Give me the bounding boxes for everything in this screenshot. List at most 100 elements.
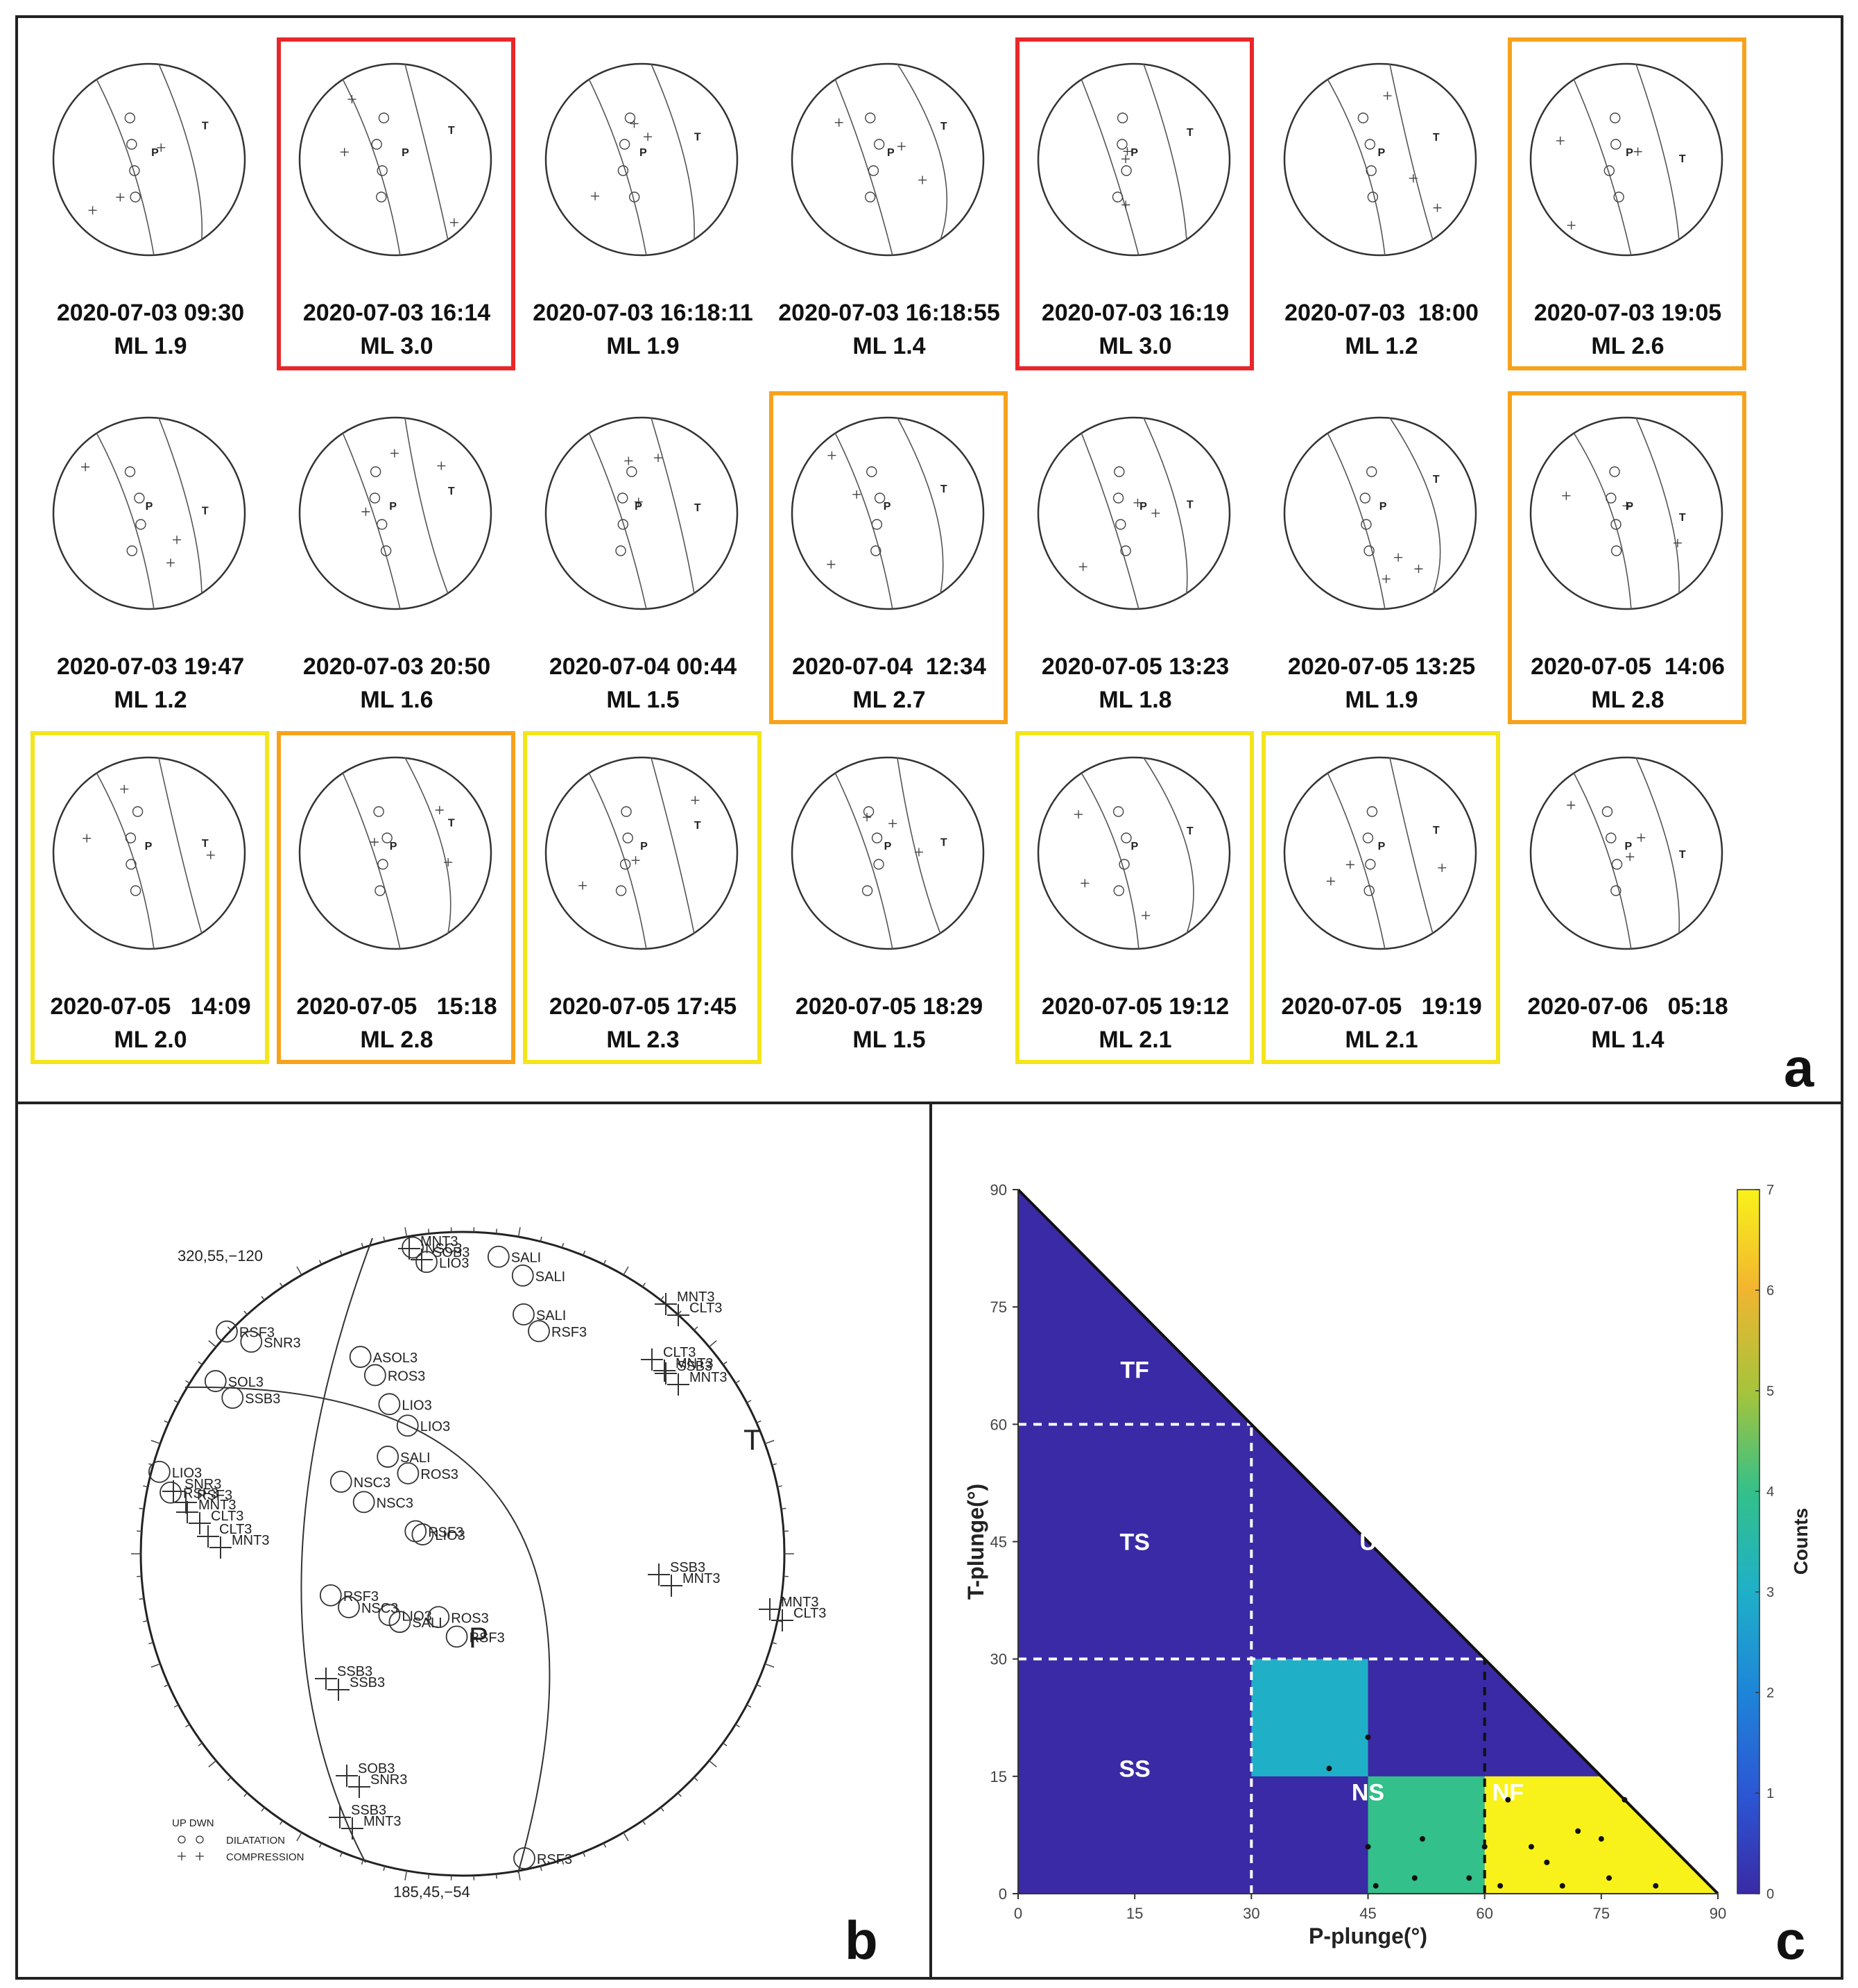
station-dilatation [866, 466, 877, 477]
p-axis: P [1377, 147, 1385, 159]
station-dilatation [1365, 859, 1376, 870]
station-compression [120, 785, 129, 794]
circle-tick [694, 1326, 698, 1331]
event-date: 2020-07-04 00:44 [549, 653, 737, 680]
colorbar-tick-label: 5 [1766, 1384, 1774, 1399]
p-axis: P [639, 147, 647, 159]
event-date: 2020-07-03 16:14 [302, 300, 491, 326]
small-beachball: PT [544, 62, 739, 257]
focal-sphere [1529, 756, 1723, 950]
legend-dilatation: DILATATION [226, 1835, 285, 1846]
station-dilatation [626, 466, 637, 477]
nodal-plane [1389, 757, 1434, 934]
station-label: SOB3 [433, 1245, 470, 1260]
t-axis: T [1433, 825, 1440, 837]
circle-tick [318, 1260, 322, 1265]
event-magnitude: ML 2.7 [852, 687, 926, 713]
station-dilatation [377, 1446, 399, 1468]
focal-sphere [791, 416, 985, 610]
event-magnitude: ML 1.8 [1099, 687, 1172, 713]
event-cell: 2020-07-05 14:09 ML 2.0 [29, 728, 293, 1075]
p-axis: P [390, 841, 397, 852]
station-dilatation [511, 1264, 534, 1287]
circle-tick [208, 1340, 217, 1348]
circle-tick [198, 1742, 203, 1747]
nodal-plane-1 [300, 1237, 373, 1863]
station-dilatation [1364, 545, 1375, 556]
y-tick-label: 90 [990, 1181, 1007, 1199]
station-label: CLT3 [663, 1345, 696, 1360]
event-date: 2020-07-03 19:47 [56, 653, 245, 680]
station-compression [444, 858, 453, 867]
circle-tick [261, 1296, 265, 1301]
focal-sphere [791, 62, 985, 257]
station-compression [398, 1237, 420, 1260]
station-dilatation [126, 859, 137, 870]
station-dilatation [397, 1462, 420, 1484]
station-dilatation [870, 545, 881, 556]
station-dilatation [865, 112, 876, 123]
station-dilatation [871, 519, 883, 530]
station-compression [1567, 800, 1576, 809]
data-point [1544, 1859, 1550, 1865]
nodal-plane [158, 63, 203, 240]
station-dilatation [130, 191, 141, 203]
t-axis: T [694, 132, 701, 144]
station-compression [370, 837, 379, 846]
station-compression [1626, 852, 1635, 862]
station-dilatation [1115, 519, 1126, 530]
circle-tick [173, 1400, 179, 1403]
circle-tick [150, 1439, 161, 1445]
nodal-plane [1081, 432, 1139, 610]
station-label: ROS3 [451, 1611, 488, 1626]
event-magnitude: ML 1.4 [1591, 1027, 1665, 1053]
circle-tick [261, 1807, 265, 1812]
focal-sphere [1283, 756, 1477, 950]
station-compression [1074, 810, 1083, 819]
station-compression [1394, 553, 1403, 562]
focal-sphere [544, 62, 739, 257]
event-date: 2020-07-05 14:09 [50, 993, 251, 1020]
station-compression [189, 1512, 211, 1534]
station-label: CLT3 [689, 1301, 722, 1316]
station-dilatation [402, 1236, 424, 1259]
station-compression [771, 1609, 793, 1631]
station-compression [591, 191, 600, 200]
station-label: MNT3 [420, 1234, 458, 1249]
station-compression [1081, 879, 1090, 888]
heatmap-cell [1251, 1659, 1368, 1776]
t-axis: T [448, 125, 455, 137]
p-axis: P [1625, 841, 1633, 852]
station-compression [1414, 565, 1423, 574]
circle-tick [243, 1792, 248, 1797]
highlight-box [769, 391, 1008, 724]
colorbar-label: Counts [1790, 1508, 1812, 1575]
circle-tick [561, 1242, 565, 1248]
station-dilatation [240, 1330, 263, 1353]
station-compression [1078, 563, 1087, 572]
station-compression [157, 143, 166, 152]
station-compression [863, 813, 872, 822]
x-tick-label: 0 [1014, 1905, 1022, 1922]
highlight-box [1015, 731, 1254, 1064]
station-dilatation [1113, 885, 1124, 896]
event-date: 2020-07-05 14:06 [1531, 653, 1725, 680]
station-dilatation [868, 165, 879, 176]
station-compression [852, 490, 861, 499]
station-dilatation [1117, 112, 1128, 123]
y-tick-label: 45 [990, 1534, 1007, 1551]
station-compression [634, 497, 643, 506]
colorbar-tick-label: 6 [1766, 1283, 1774, 1299]
event-date: 2020-07-05 18:29 [795, 993, 983, 1020]
nodal-plane [1635, 757, 1680, 934]
small-beachball: PT [1037, 62, 1231, 257]
data-point [1466, 1875, 1472, 1881]
event-magnitude: ML 2.8 [1591, 687, 1665, 713]
x-tick-label: 90 [1710, 1905, 1726, 1922]
circle-tick [198, 1361, 203, 1365]
nodal-plane [96, 772, 155, 950]
station-label: LIO3 [420, 1419, 450, 1434]
station-dilatation [487, 1245, 510, 1268]
